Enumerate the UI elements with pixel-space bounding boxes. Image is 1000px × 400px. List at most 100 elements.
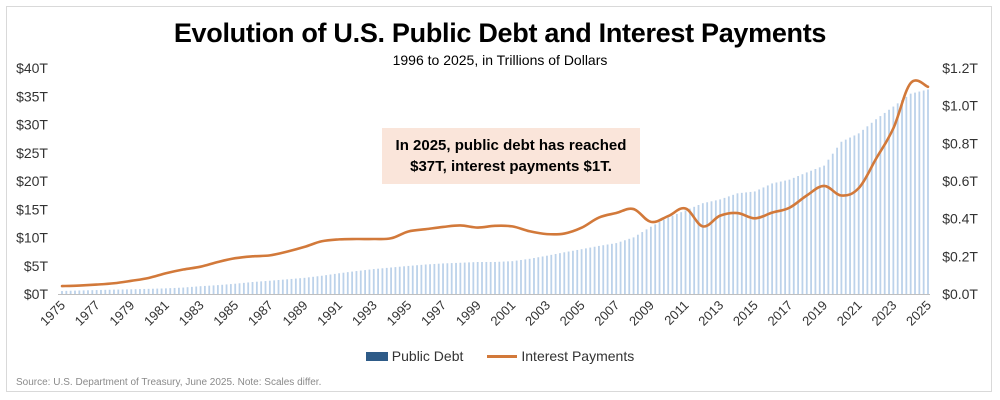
y-left-tick-label: $25T xyxy=(16,145,48,161)
bar-public-debt xyxy=(810,170,812,294)
bar-public-debt xyxy=(468,262,470,294)
bar-public-debt xyxy=(624,240,626,294)
x-tick-label: 1983 xyxy=(176,298,207,329)
y-left-tick-label: $10T xyxy=(16,230,48,246)
bar-public-debt xyxy=(753,191,756,294)
bar-public-debt xyxy=(134,289,137,294)
x-tick-label: 2005 xyxy=(557,298,588,329)
bar-public-debt xyxy=(589,247,592,294)
y-left-tick-label: $5T xyxy=(24,258,49,274)
chart-title: Evolution of U.S. Public Debt and Intere… xyxy=(173,18,827,48)
y-right-tick-label: $0.6T xyxy=(942,173,978,189)
bar-public-debt xyxy=(268,280,271,294)
bar-public-debt xyxy=(195,286,198,294)
bar-public-debt xyxy=(372,269,375,294)
bar-public-debt xyxy=(775,182,778,294)
source-note: Source: U.S. Department of Treasury, Jun… xyxy=(16,377,322,388)
bar-public-debt xyxy=(82,290,85,294)
bar-public-debt xyxy=(883,112,886,294)
bar-public-debt xyxy=(502,261,505,294)
bar-public-debt xyxy=(229,284,232,294)
line-interest-payments xyxy=(60,79,930,288)
bar-public-debt xyxy=(693,206,696,294)
bar-public-debt xyxy=(862,129,864,294)
x-tick-label: 1981 xyxy=(141,298,172,329)
bar-public-debt xyxy=(329,274,332,294)
x-tick-label: 1987 xyxy=(245,298,276,329)
bar-public-debt xyxy=(78,290,81,294)
bar-public-debt xyxy=(658,222,661,294)
x-tick-label: 2023 xyxy=(868,298,899,329)
bar-public-debt xyxy=(831,153,834,294)
y-right-tick-label: $1.0T xyxy=(942,98,978,114)
bar-public-debt xyxy=(455,262,457,294)
x-tick-label: 2025 xyxy=(903,298,934,329)
bar-public-debt xyxy=(281,279,284,294)
bar-public-debt xyxy=(905,96,908,294)
bar-public-debt xyxy=(636,234,639,294)
legend-item-interest-payments[interactable]: Interest Payments xyxy=(487,348,634,364)
bar-public-debt xyxy=(645,229,648,294)
bar-public-debt xyxy=(896,103,899,294)
bar-public-debt xyxy=(459,262,462,294)
bar-public-debt xyxy=(390,267,392,294)
bar-public-debt xyxy=(762,187,765,294)
bar-public-debt xyxy=(554,254,557,294)
bar-public-debt xyxy=(528,258,531,294)
bar-public-debt xyxy=(550,254,553,294)
bar-public-debt xyxy=(273,280,276,294)
bar-public-debt xyxy=(420,264,423,294)
bar-public-debt xyxy=(758,189,761,294)
legend-swatch-public-debt xyxy=(365,351,388,361)
bar-public-debt xyxy=(840,141,843,294)
bar-public-debt xyxy=(927,89,929,294)
bar-public-debt xyxy=(706,202,709,294)
bar-public-debt xyxy=(576,249,579,294)
bar-public-debt xyxy=(649,226,652,294)
bar-public-debt xyxy=(572,250,574,294)
bar-public-debt xyxy=(779,181,782,294)
bar-public-debt xyxy=(875,119,877,294)
bar-public-debt xyxy=(212,285,215,294)
bar-public-debt xyxy=(766,185,769,294)
bar-public-debt xyxy=(541,256,544,294)
bar-public-debt xyxy=(836,147,838,294)
bar-public-debt xyxy=(559,253,561,294)
bar-public-debt xyxy=(866,126,869,294)
bar-public-debt xyxy=(234,283,237,294)
annotation-callout: In 2025, public debt has reached $37T, i… xyxy=(382,128,640,184)
bar-public-debt xyxy=(654,224,657,294)
x-tick-label: 2019 xyxy=(799,298,830,329)
bar-public-debt xyxy=(121,289,124,294)
bar-public-debt xyxy=(61,291,63,294)
bar-public-debt xyxy=(203,285,206,294)
bar-public-debt xyxy=(675,213,678,294)
bar-public-debt xyxy=(333,273,336,294)
x-tick-label: 2001 xyxy=(487,298,518,329)
bar-public-debt xyxy=(567,251,570,294)
bar-public-debt xyxy=(688,208,691,294)
bar-public-debt xyxy=(156,288,159,294)
bar-public-debt xyxy=(316,276,319,294)
bar-public-debt xyxy=(450,263,453,294)
bar-public-debt xyxy=(745,192,748,294)
bar-public-debt xyxy=(593,246,596,294)
x-tick-label: 2013 xyxy=(695,298,726,329)
bar-public-debt xyxy=(667,217,670,294)
bar-public-debt xyxy=(918,91,921,294)
bar-public-debt xyxy=(398,266,401,294)
bar-public-debt xyxy=(100,289,102,294)
bar-public-debt xyxy=(91,290,94,294)
bar-public-debt xyxy=(191,286,193,294)
legend-item-public-debt[interactable]: Public Debt xyxy=(365,348,463,364)
bar-public-debt xyxy=(407,265,410,294)
bar-public-debt xyxy=(749,191,752,294)
bar-public-debt xyxy=(95,290,98,294)
bar-public-debt xyxy=(844,139,847,294)
x-tick-label: 2015 xyxy=(730,298,761,329)
bar-public-debt xyxy=(385,267,388,294)
bar-public-debt xyxy=(719,199,722,294)
bar-public-debt xyxy=(320,275,323,294)
x-tick-label: 1995 xyxy=(383,298,414,329)
